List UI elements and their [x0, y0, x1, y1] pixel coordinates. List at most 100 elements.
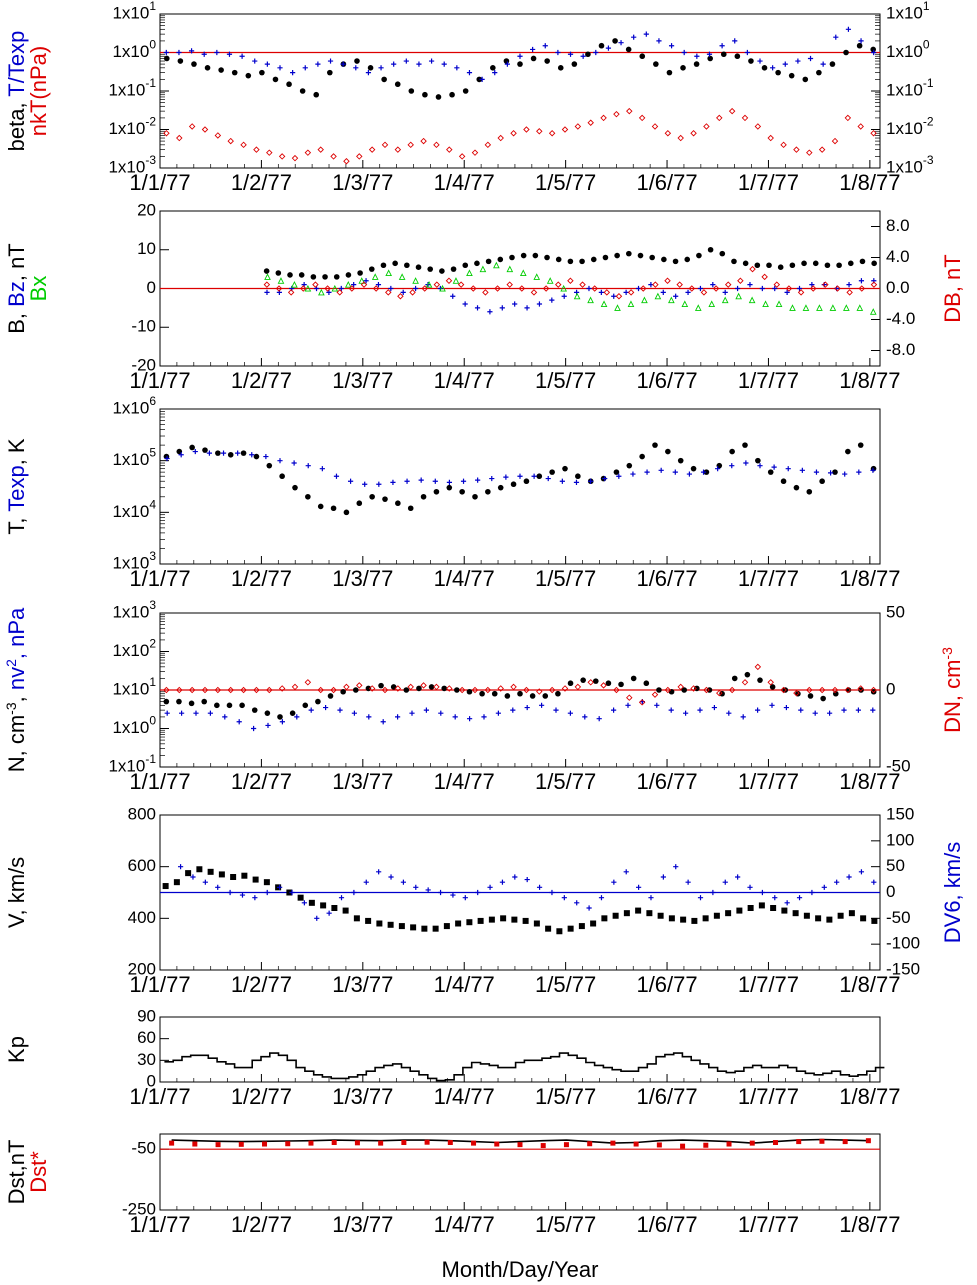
data-point: [711, 704, 717, 711]
data-point: [245, 72, 252, 79]
data-point: [536, 688, 543, 695]
data-point: [338, 895, 345, 901]
data-point: [312, 281, 319, 288]
data-point: [388, 285, 394, 292]
data-point: [668, 43, 675, 49]
right-y-tick-label: -50: [886, 756, 911, 775]
data-point: [378, 65, 384, 71]
data-point: [368, 685, 376, 692]
right-y-tick-label: -50: [886, 908, 911, 927]
data-point: [202, 447, 208, 453]
data-point: [499, 305, 505, 311]
data-point: [660, 874, 666, 880]
panel-beta: 1x101 1x100 1x10-1 1x10-2 1x10-3 1x101 1x100 1x…: [4, 0, 934, 195]
data-point: [603, 289, 611, 296]
data-point: [476, 76, 483, 83]
data-point: [313, 91, 320, 98]
data-point: [796, 1139, 802, 1145]
data-point: [700, 289, 708, 296]
data-point: [813, 469, 820, 475]
data-point: [612, 38, 618, 44]
data-point: [870, 686, 877, 694]
data-point: [758, 902, 765, 909]
data-point: [263, 453, 269, 460]
data-point: [450, 892, 456, 898]
data-point: [520, 252, 527, 259]
data-point: [831, 686, 839, 694]
data-point: [596, 716, 602, 722]
data-point: [772, 1140, 778, 1146]
data-point: [870, 467, 876, 473]
data-point: [441, 685, 448, 692]
data-point: [176, 134, 183, 142]
data-point: [277, 714, 283, 720]
data-point: [503, 474, 509, 480]
data-point: [441, 61, 447, 67]
data-point: [563, 1142, 569, 1148]
data-point: [475, 477, 481, 483]
data-point: [340, 688, 346, 695]
data-point: [490, 65, 496, 71]
data-point: [728, 107, 736, 115]
data-point: [761, 273, 768, 281]
data-point: [192, 1141, 198, 1147]
data-point: [754, 663, 762, 671]
data-point: [643, 680, 650, 687]
data-point: [567, 258, 574, 265]
data-point: [409, 710, 415, 716]
data-point: [816, 304, 823, 311]
data-point: [239, 892, 246, 898]
y-tick-label: 1x100: [112, 714, 156, 737]
data-point: [530, 289, 538, 296]
data-point: [585, 51, 591, 58]
data-point: [700, 469, 707, 475]
y-axis-label: beta, T/Texp: [4, 31, 29, 152]
data-point: [177, 58, 184, 64]
data-point: [710, 282, 716, 288]
data-point: [450, 293, 456, 299]
x-tick-label: 1/5/77: [535, 170, 596, 195]
x-tick-label: 1/6/77: [636, 170, 697, 195]
data-point: [731, 258, 737, 265]
data-point: [506, 265, 514, 273]
data-point: [493, 261, 500, 269]
data-point: [841, 707, 847, 713]
data-point: [555, 690, 561, 697]
x-tick-label: 1/2/77: [231, 566, 292, 591]
panel-frame: [159, 1133, 881, 1211]
data-point: [680, 1143, 686, 1149]
data-point: [512, 301, 518, 307]
data-point: [708, 300, 716, 308]
data-point: [798, 707, 804, 713]
data-point: [715, 466, 721, 472]
data-point: [676, 281, 683, 288]
data-point: [348, 285, 356, 292]
data-point: [173, 879, 180, 886]
data-point: [420, 137, 427, 145]
data-point: [630, 471, 636, 477]
data-point: [574, 900, 580, 906]
data-point: [685, 289, 691, 295]
data-point: [856, 304, 864, 311]
data-point: [277, 65, 283, 71]
data-point: [747, 884, 753, 890]
data-point: [782, 687, 789, 693]
data-point: [775, 300, 783, 308]
data-point: [855, 707, 861, 713]
data-point: [631, 34, 637, 40]
data-point: [331, 905, 338, 911]
data-point: [227, 451, 234, 458]
data-point: [870, 46, 877, 53]
data-point: [495, 710, 501, 716]
data-point: [857, 685, 864, 692]
data-point: [801, 260, 807, 267]
data-point: [164, 710, 170, 716]
x-tick-label: 1/8/77: [839, 566, 900, 591]
data-point: [767, 469, 774, 475]
data-point: [365, 70, 372, 76]
data-point: [365, 685, 372, 692]
x-tick-label: 1/7/77: [738, 972, 799, 997]
data-point: [626, 107, 633, 115]
data-point: [372, 285, 380, 292]
data-point: [567, 277, 574, 284]
